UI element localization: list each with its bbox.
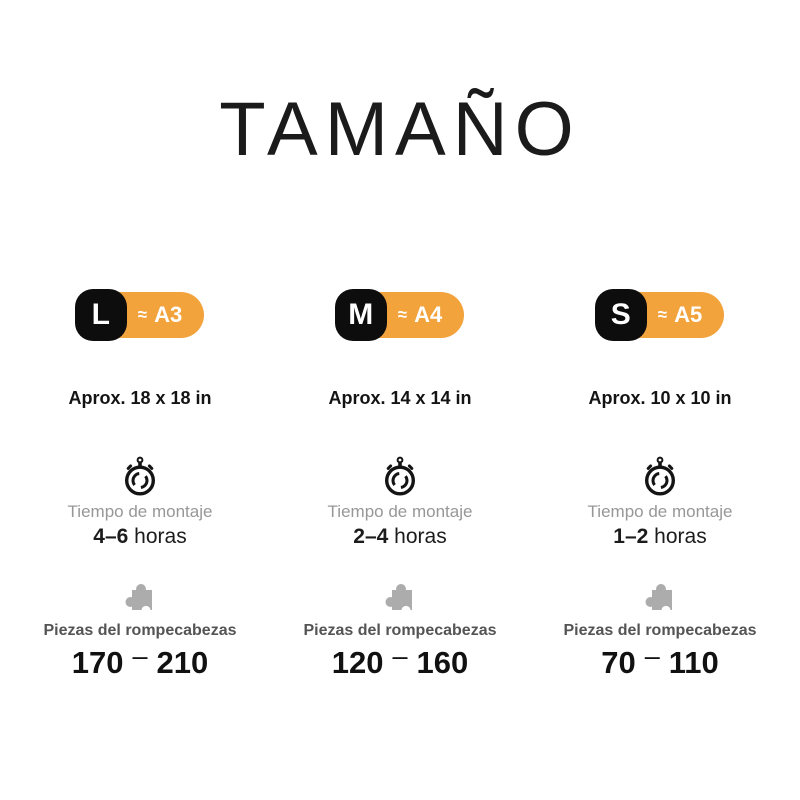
pieces-count: 120–160 bbox=[331, 643, 469, 681]
approx-symbol: ≈ bbox=[397, 305, 408, 324]
pieces-label: Piezas del rompecabezas bbox=[563, 622, 757, 640]
assembly-time-value: 2–4 horas bbox=[353, 525, 446, 548]
puzzle-piece-icon bbox=[385, 584, 412, 614]
puzzle-piece-icon bbox=[645, 584, 672, 614]
hours-unit: horas bbox=[394, 524, 447, 548]
pieces-count: 170–210 bbox=[71, 643, 209, 681]
approx-symbol: ≈ bbox=[657, 305, 668, 324]
puzzle-piece-icon bbox=[125, 584, 152, 614]
page-title: TAMAÑO bbox=[219, 87, 581, 172]
dimensions-text: Aprox. 14 x 14 in bbox=[328, 388, 472, 408]
stopwatch-icon bbox=[384, 456, 416, 496]
hours-range: 2–4 bbox=[353, 524, 389, 548]
size-column-large: L ≈ A3 Aprox. 18 x 18 in Tiempo de monta… bbox=[10, 289, 270, 681]
size-letter-badge: M bbox=[334, 289, 387, 341]
assembly-time-label: Tiempo de montaje bbox=[327, 501, 473, 521]
assembly-time-label: Tiempo de montaje bbox=[67, 501, 213, 521]
size-badge-l: L ≈ A3 bbox=[74, 289, 205, 341]
hours-unit: horas bbox=[134, 524, 187, 548]
size-columns: L ≈ A3 Aprox. 18 x 18 in Tiempo de monta… bbox=[0, 289, 800, 681]
range-dash-icon: – bbox=[644, 641, 660, 672]
assembly-time-value: 1–2 horas bbox=[613, 525, 706, 548]
pieces-max: 110 bbox=[668, 645, 719, 681]
size-column-small: S ≈ A5 Aprox. 10 x 10 in Tiempo de monta… bbox=[530, 289, 790, 681]
dimensions-text: Aprox. 18 x 18 in bbox=[68, 388, 212, 408]
range-dash-icon: – bbox=[132, 641, 148, 672]
hours-unit: horas bbox=[654, 524, 707, 548]
paper-size-label: A5 bbox=[674, 302, 703, 327]
pieces-count: 70–110 bbox=[601, 643, 719, 681]
assembly-time-value: 4–6 horas bbox=[93, 525, 186, 548]
dimensions-text: Aprox. 10 x 10 in bbox=[588, 388, 732, 408]
hours-range: 1–2 bbox=[613, 524, 649, 548]
size-badge-s: S ≈ A5 bbox=[594, 289, 725, 341]
approx-symbol: ≈ bbox=[137, 305, 148, 324]
stopwatch-icon bbox=[644, 456, 676, 496]
paper-size-label: A4 bbox=[414, 302, 443, 327]
paper-size-label: A3 bbox=[154, 302, 183, 327]
pieces-label: Piezas del rompecabezas bbox=[43, 622, 237, 640]
stopwatch-icon bbox=[124, 456, 156, 496]
size-letter-badge: S bbox=[594, 289, 647, 341]
size-badge-m: M ≈ A4 bbox=[334, 289, 465, 341]
assembly-time-label: Tiempo de montaje bbox=[587, 501, 733, 521]
pieces-max: 210 bbox=[156, 645, 209, 681]
pieces-max: 160 bbox=[416, 645, 469, 681]
pieces-min: 170 bbox=[71, 645, 124, 681]
size-column-medium: M ≈ A4 Aprox. 14 x 14 in Tiempo de monta… bbox=[270, 289, 530, 681]
hours-range: 4–6 bbox=[93, 524, 129, 548]
pieces-min: 120 bbox=[331, 645, 384, 681]
range-dash-icon: – bbox=[392, 641, 408, 672]
pieces-label: Piezas del rompecabezas bbox=[303, 622, 497, 640]
pieces-min: 70 bbox=[601, 645, 636, 681]
size-letter-badge: L bbox=[74, 289, 127, 341]
